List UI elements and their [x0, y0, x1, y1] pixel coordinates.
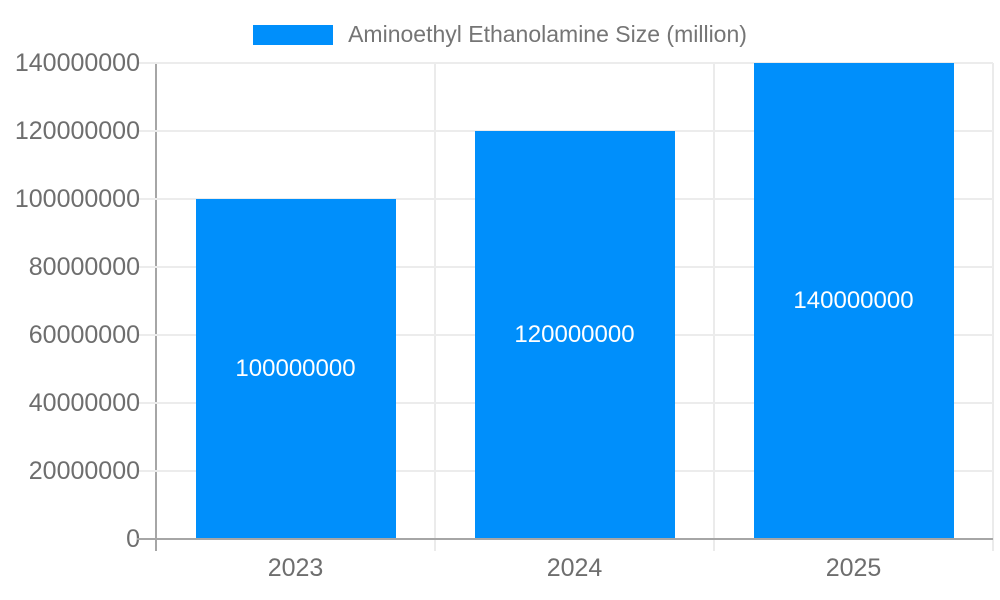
y-tick-label: 80000000	[28, 253, 140, 281]
bar-value-label: 140000000	[793, 287, 914, 314]
legend-label: Aminoethyl Ethanolamine Size (million)	[348, 21, 747, 47]
y-tick-label: 60000000	[28, 321, 140, 349]
bar[interactable]: 100000000	[195, 199, 396, 539]
bar[interactable]: 140000000	[753, 63, 954, 539]
x-tick-label: 2023	[267, 554, 324, 582]
bar-value-label: 100000000	[235, 355, 356, 382]
y-tick-label: 120000000	[14, 117, 140, 145]
legend: Aminoethyl Ethanolamine Size (million)	[0, 21, 1000, 48]
y-tick-label: 40000000	[28, 389, 140, 417]
y-axis-line	[155, 63, 157, 551]
x-tick-label: 2024	[546, 554, 603, 582]
y-tick-label: 0	[126, 525, 140, 553]
legend-swatch	[253, 24, 334, 45]
y-tick-label: 140000000	[14, 49, 140, 77]
x-boundary-gridline	[992, 63, 994, 551]
y-gridline	[137, 62, 993, 64]
bar[interactable]: 120000000	[474, 131, 675, 539]
bar-value-label: 120000000	[514, 321, 635, 348]
y-tick-label: 20000000	[28, 457, 140, 485]
x-boundary-gridline	[713, 63, 715, 551]
x-tick-label: 2025	[825, 554, 882, 582]
x-axis-line	[137, 538, 993, 540]
y-tick-label: 100000000	[14, 185, 140, 213]
x-boundary-gridline	[434, 63, 436, 551]
